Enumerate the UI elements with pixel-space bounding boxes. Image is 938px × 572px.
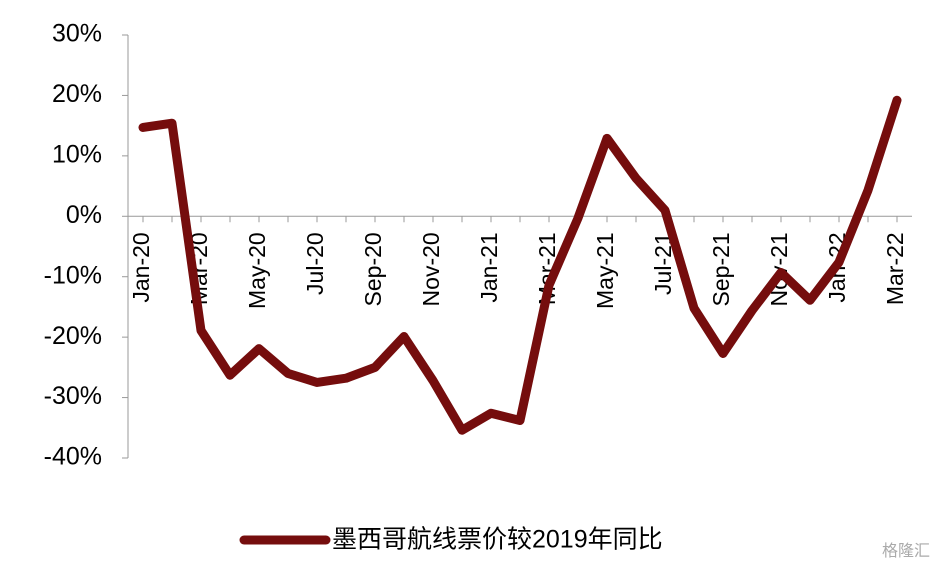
y-tick-label: 30% xyxy=(52,20,102,48)
line xyxy=(138,95,902,435)
x-tick-label: Nov-20 xyxy=(418,232,444,306)
watermark: 格隆汇 xyxy=(882,542,930,560)
x-tick-label: Sep-20 xyxy=(360,232,386,306)
y-tick-label: 0% xyxy=(66,201,102,229)
x-tick-label: Mar-22 xyxy=(882,232,908,305)
x-tick-label: Jan-20 xyxy=(128,232,154,302)
x-tick-label: May-21 xyxy=(592,232,618,309)
y-tick-label: -10% xyxy=(44,261,102,289)
y-tick-label: -20% xyxy=(44,322,102,350)
y-tick-label: -40% xyxy=(44,443,102,471)
x-tick-label: Jan-21 xyxy=(476,232,502,302)
x-tick-label: Jul-20 xyxy=(302,232,328,295)
y-tick-label: -30% xyxy=(44,382,102,410)
x-tick-label: Sep-21 xyxy=(708,232,734,306)
y-tick-label: 20% xyxy=(52,80,102,108)
x-tick-label: May-20 xyxy=(244,232,270,309)
y-tick-label: 10% xyxy=(52,140,102,168)
legend-label: 墨西哥航线票价较2019年同比 xyxy=(332,526,663,554)
